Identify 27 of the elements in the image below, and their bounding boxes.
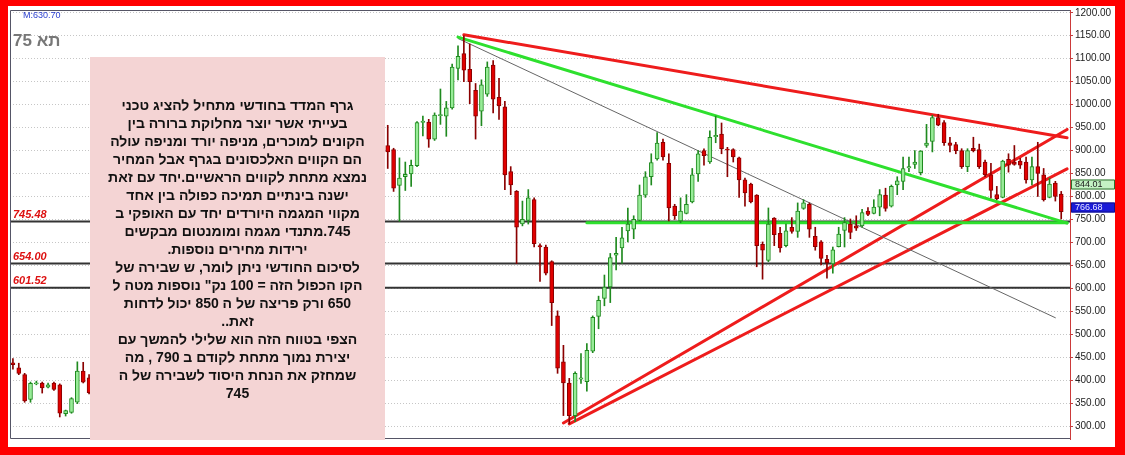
- y-tick-label: 900.00: [1075, 144, 1107, 156]
- y-tick-label: 1050.00: [1075, 75, 1112, 87]
- y-tick-label: 850.00: [1075, 167, 1107, 179]
- text: תא 75: [13, 31, 61, 51]
- y-tick-label: 750.00: [1075, 213, 1107, 225]
- y-tick-label: 400.00: [1075, 373, 1107, 385]
- note-box: גרף המדד בחודשי מתחיל להציג טכני בעייתי אשר יוצר מחלוקת ברורה בין הקונים למוכרים, מניפה יורד ומניפה עולה הם הקווים האלכסונים בגרף אבל המחיר נמצא מתחת לקווים הראשיים.יחד עם זאת ישנה בינתיים תמיכה כפולה בין אחד מקווי המגמה היורדים יחד עם האופקי ב 745.מתנדי מגמה ומומנטום מבקשים ירידות מחירים נוספות. לסיכום החודשי ניתן לומר, ש שבירה של הקו הכפול הזה = 100 נק" נוספות מטה ל 650 ורק פריצה של ה 850 יכול לדחות זאת.. הצפי בטווח הזה הוא שלילי להמשך עם יצירת נמוך מתחת לקודם ב 790 , מה שמחזק את הנחת היסוד לשבירה של ה 745: [90, 57, 385, 440]
- y-tick-label: 1000.00: [1075, 98, 1112, 110]
- ref-line-label: 601.52: [13, 273, 47, 286]
- y-tick-label: 550.00: [1075, 305, 1107, 317]
- ref-line-label: 654.00: [13, 249, 48, 262]
- y-tick-label: 350.00: [1075, 396, 1107, 408]
- y-tick-label: 800.00: [1075, 190, 1107, 202]
- y-tick-label: 1150.00: [1075, 29, 1111, 41]
- text: 766.68: [1075, 202, 1103, 213]
- y-tick-label: 700.00: [1075, 236, 1107, 248]
- annotation: M:630.70: [23, 10, 61, 20]
- y-tick-label: 450.00: [1075, 350, 1107, 362]
- text: 844.01: [1075, 179, 1103, 190]
- y-tick-label: 500.00: [1075, 328, 1107, 340]
- y-tick-label: 1100.00: [1075, 52, 1111, 64]
- y-tick-label: 1200.00: [1075, 6, 1112, 18]
- ref-line-label: 745.48: [13, 207, 48, 220]
- y-tick-label: 600.00: [1075, 282, 1107, 294]
- y-tick-label: 950.00: [1075, 121, 1107, 133]
- y-tick-label: 300.00: [1075, 419, 1107, 431]
- y-tick-label: 650.00: [1075, 259, 1107, 271]
